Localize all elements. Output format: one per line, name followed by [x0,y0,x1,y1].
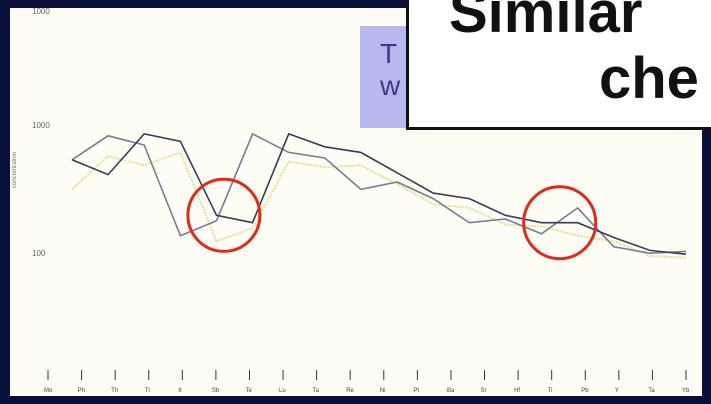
callout-line-2: w [380,70,401,101]
title-line-1: Similar [449,0,643,45]
y-tick-label: 1000 [32,121,50,130]
x-tick-label: Y [615,388,619,394]
callout-text: T w [380,38,400,102]
highlight-circle-2 [522,185,598,261]
x-tick-label: Sb [212,388,220,394]
x-tick-label: Th [111,388,118,394]
x-tick-label: Pb [581,388,589,394]
y-axis-label: concentration [12,152,18,188]
y-tick-label: 100 [32,249,46,258]
x-tick-label: Hf [514,388,520,394]
x-tick-label: Te [245,388,252,394]
x-tick-label: Ba [447,388,455,394]
x-tick-label: Ta [313,388,320,394]
x-tick-label: Re [346,388,354,394]
x-tick-label: Yb [682,388,690,394]
x-tick-label: Ta [648,388,655,394]
series-line-2 [71,132,687,255]
x-tick-label: Lu [279,388,286,394]
series-line-3 [71,151,687,259]
x-tick-label: Ti [548,388,553,394]
title-box: Similar che [406,0,711,130]
x-tick-label: Tl [145,388,150,394]
series-line-1 [71,132,687,255]
chart-title: 1000 [32,8,50,16]
line-chart: 1000 concentration 1000 100 Mo Ph Th Tl It Sb T… [12,8,690,394]
title-line-2: che [599,46,699,111]
x-tick-label: It [178,388,182,394]
x-tick-label: Sr [481,388,487,394]
x-tick-label: Ph [78,388,85,394]
highlight-circle-1 [186,177,262,253]
x-tick-label: Mo [44,388,53,394]
callout-box [360,26,414,128]
x-tick-label: Pt [413,388,419,394]
callout-line-1: T [380,38,398,69]
x-tick-label: Ni [380,388,386,394]
